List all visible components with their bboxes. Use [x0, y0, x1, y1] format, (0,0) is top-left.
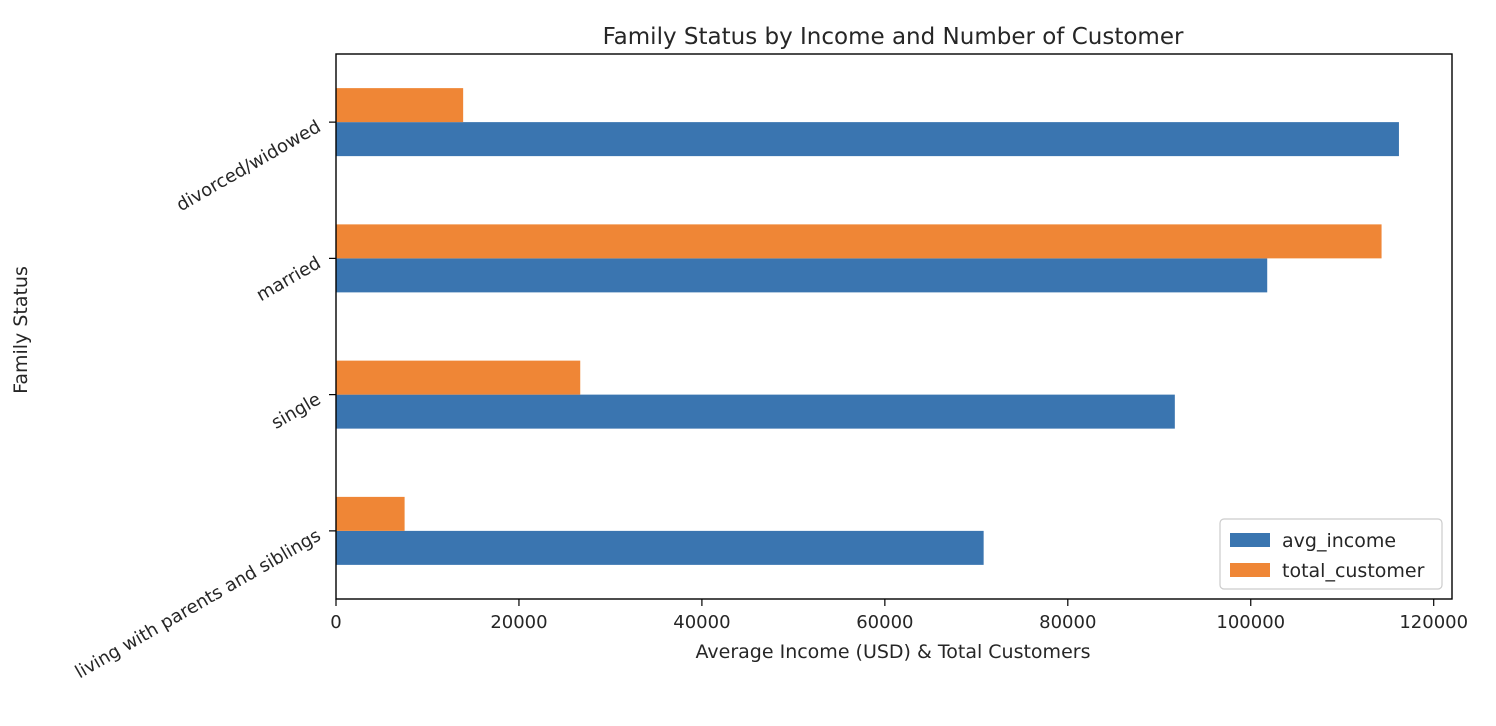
y-tick-label-2: married	[253, 253, 325, 306]
legend-label-total-customer: total_customer	[1282, 560, 1425, 582]
y-axis-label: Family Status	[10, 266, 32, 394]
bar-total-customer-0	[336, 496, 405, 531]
bar-total-customer-3	[336, 88, 464, 123]
x-tick-label-2: 40000	[673, 612, 730, 633]
x-tick-label-3: 60000	[856, 612, 913, 633]
bar-total-customer-2	[336, 224, 1382, 259]
bar-avg-income-1	[336, 394, 1175, 429]
x-axis-ticks: 0 20000 40000 60000 80000 100000 120000	[330, 599, 1468, 633]
bar-avg-income-0	[336, 530, 984, 565]
y-tick-label-0: living with parents and siblings	[72, 525, 325, 683]
x-tick-label-0: 0	[330, 612, 341, 633]
x-tick-label-5: 100000	[1216, 612, 1285, 633]
legend: avg_income total_customer	[1219, 518, 1443, 590]
bars-group	[336, 88, 1399, 565]
bar-avg-income-3	[336, 122, 1399, 157]
y-tick-label-3: divorced/widowed	[173, 116, 325, 216]
x-tick-label-6: 120000	[1399, 612, 1468, 633]
legend-swatch-total-customer	[1230, 563, 1270, 577]
legend-box	[1219, 518, 1443, 590]
chart-title: Family Status by Income and Number of Cu…	[603, 24, 1184, 50]
legend-label-avg-income: avg_income	[1282, 530, 1396, 552]
y-tick-label-1: single	[268, 389, 325, 434]
bar-total-customer-1	[336, 360, 581, 395]
legend-swatch-avg-income	[1230, 533, 1270, 547]
x-tick-label-1: 20000	[490, 612, 547, 633]
plot-frame	[335, 53, 1453, 600]
x-tick-label-4: 80000	[1039, 612, 1096, 633]
bar-avg-income-2	[336, 258, 1268, 293]
x-axis-label: Average Income (USD) & Total Customers	[696, 641, 1091, 663]
y-axis-ticks: living with parents and siblings single ma…	[72, 116, 336, 683]
